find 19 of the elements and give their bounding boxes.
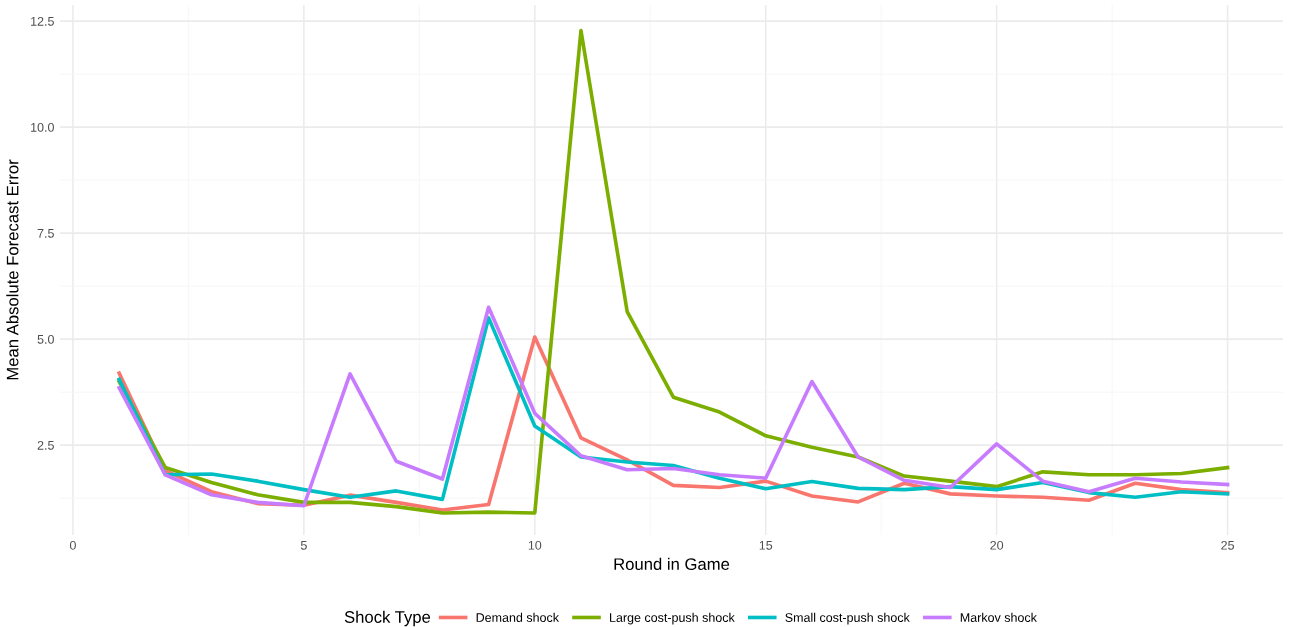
- y-tick-label: 7.5: [37, 229, 54, 238]
- x-tick-label: 20: [990, 540, 1004, 550]
- x-tick-label: 0: [69, 540, 76, 550]
- x-tick-label: 25: [1221, 540, 1235, 550]
- legend-label: Markov shock: [960, 612, 1037, 622]
- x-tick-label: 5: [300, 541, 307, 550]
- y-axis-title: Mean Absolute Forecast Error: [6, 159, 19, 380]
- y-tick-label: 2.5: [37, 440, 54, 450]
- y-tick-label: 10.0: [31, 122, 54, 132]
- y-tick-label: 12.5: [31, 16, 54, 26]
- legend-label: Small cost-push shock: [785, 612, 910, 625]
- legend-label: Large cost-push shock: [610, 612, 735, 625]
- legend-label: Demand shock: [476, 612, 560, 622]
- x-tick-label: 10: [528, 540, 542, 550]
- legend-title: Shock Type: [344, 610, 431, 627]
- line-series: [117, 28, 1230, 515]
- x-tick-label: 15: [759, 541, 773, 550]
- y-tick-label: 5.0: [37, 334, 54, 344]
- x-axis-title: Round in Game: [614, 557, 730, 571]
